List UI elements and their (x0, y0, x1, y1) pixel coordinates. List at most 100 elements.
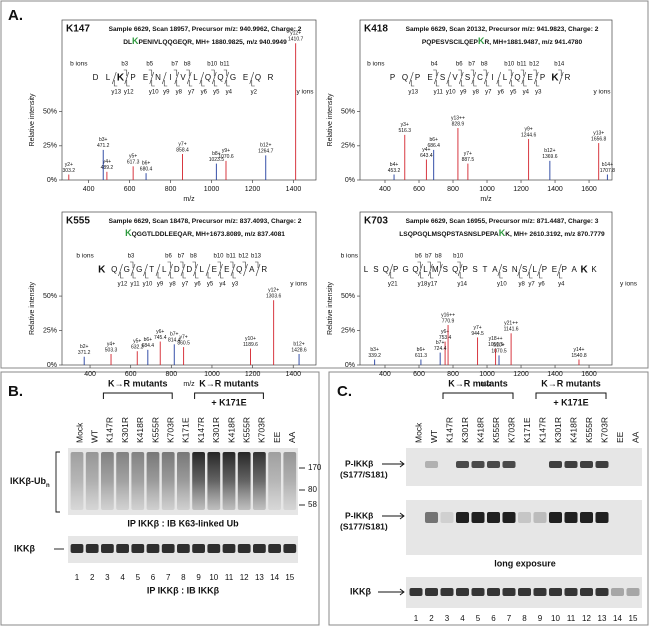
b-ion: b13 (251, 254, 262, 260)
smear (85, 452, 99, 510)
y-tick-label: 25% (341, 143, 355, 150)
peak-mz: 680.4 (140, 166, 153, 172)
lane-label: K418R (568, 417, 578, 443)
lane-label: K418R (226, 417, 236, 443)
peak-ion: y21++ (504, 321, 518, 327)
residue: T (149, 265, 154, 274)
b-bracket (167, 261, 171, 268)
y-bracket (460, 80, 465, 87)
residue: Q (402, 73, 408, 82)
cleavage (557, 263, 562, 277)
b-bracket (558, 69, 562, 76)
b-bracket (433, 69, 437, 76)
y-ion: y13 (408, 90, 418, 96)
residue: T (483, 265, 488, 274)
lane-number: 1 (75, 573, 80, 582)
lane-label: WT (89, 430, 99, 443)
label-bracket (55, 451, 60, 513)
residue: A (492, 265, 498, 274)
residue: E (143, 73, 148, 82)
lane-label: K555R (584, 417, 594, 443)
panel-label: A. (8, 7, 23, 24)
band (502, 461, 516, 468)
residue: L (162, 265, 167, 274)
y-bracket (448, 80, 452, 87)
lane-label: K147R (196, 417, 206, 443)
y-bracket (485, 80, 490, 87)
cleavage (199, 71, 205, 85)
residue: K (117, 73, 125, 84)
b-ion: b3 (128, 254, 135, 260)
cleavage (205, 263, 211, 277)
residue: E (552, 265, 557, 274)
y-axis-label: Relative intensity (327, 93, 334, 146)
b-ion: b7 (178, 254, 185, 260)
peak-ion: y5+ (129, 154, 137, 160)
y-ions-label: y ions (290, 281, 308, 288)
plot-frame (61, 19, 317, 181)
b-bracket (173, 69, 178, 76)
residue: D (174, 265, 180, 274)
b-ions-label: b ions (70, 61, 88, 68)
residue: Q (514, 73, 520, 82)
x-tick-label: 1400 (286, 186, 302, 193)
y-bracket (195, 272, 199, 279)
y-ion: y9 (163, 90, 170, 96)
lane-label: K147R (105, 417, 115, 443)
peak-mz: 1023.5 (209, 157, 225, 163)
b-bracket (230, 261, 234, 268)
peak-mz: 1264.7 (258, 149, 274, 155)
y-ion: y12 (124, 90, 134, 96)
cleavage (496, 71, 502, 85)
lane-label: K301R (120, 417, 130, 443)
lane-label: K171E (522, 417, 532, 443)
peak-mz: 489.2 (101, 165, 114, 171)
peak-ion: b6+ (417, 347, 426, 353)
b-bracket (255, 261, 259, 268)
residue: L (364, 265, 369, 274)
y-ion: y6 (201, 90, 208, 96)
lane-number: 1 (414, 614, 419, 623)
b-bracket (437, 261, 441, 268)
plot-frame (359, 211, 613, 366)
y-axis-label: Relative intensity (29, 282, 36, 335)
residue: Q (236, 265, 242, 274)
peak-mz: 1707.8 (600, 168, 616, 174)
b-ion: b10 (213, 254, 224, 260)
residue: S (443, 265, 448, 274)
lane-number: 3 (105, 573, 110, 582)
cleavage (438, 263, 443, 277)
y-ion: y4 (558, 282, 565, 288)
lane-label: K418R (135, 417, 145, 443)
residue: E (224, 265, 229, 274)
cleavage (243, 263, 248, 277)
y-ion: y8 (518, 282, 525, 288)
lane-label: WT (429, 430, 439, 443)
lane-number: 6 (491, 614, 496, 623)
group-label: K→R mutants (541, 378, 601, 388)
y-bracket (420, 272, 424, 279)
b-ions-label: b ions (341, 253, 359, 260)
band (533, 588, 547, 596)
residue: R (261, 265, 267, 274)
smear (283, 452, 297, 510)
x-tick-label: 600 (413, 186, 425, 193)
lane-number: 7 (507, 614, 512, 623)
peak-mz: 503.3 (105, 347, 118, 353)
cleavage (446, 71, 452, 85)
y-ion: y17 (428, 282, 438, 288)
blot-caption: IP IKKβ : IB K63-linked Ub (127, 518, 239, 528)
peak-ion: b10+ (493, 343, 504, 349)
band (579, 461, 594, 468)
panel-c-frame (328, 371, 649, 626)
y-bracket (529, 272, 533, 279)
lane-number: 10 (551, 614, 560, 623)
panel-label: C. (337, 383, 352, 400)
peak-mz: 828.9 (452, 121, 465, 127)
smear (70, 452, 84, 510)
cleavage (168, 263, 173, 277)
b-bracket (192, 261, 196, 268)
peak-mz: 1050.5 (488, 342, 504, 348)
peak-ion: y6+ (441, 329, 449, 335)
lane-number: 4 (460, 614, 465, 623)
